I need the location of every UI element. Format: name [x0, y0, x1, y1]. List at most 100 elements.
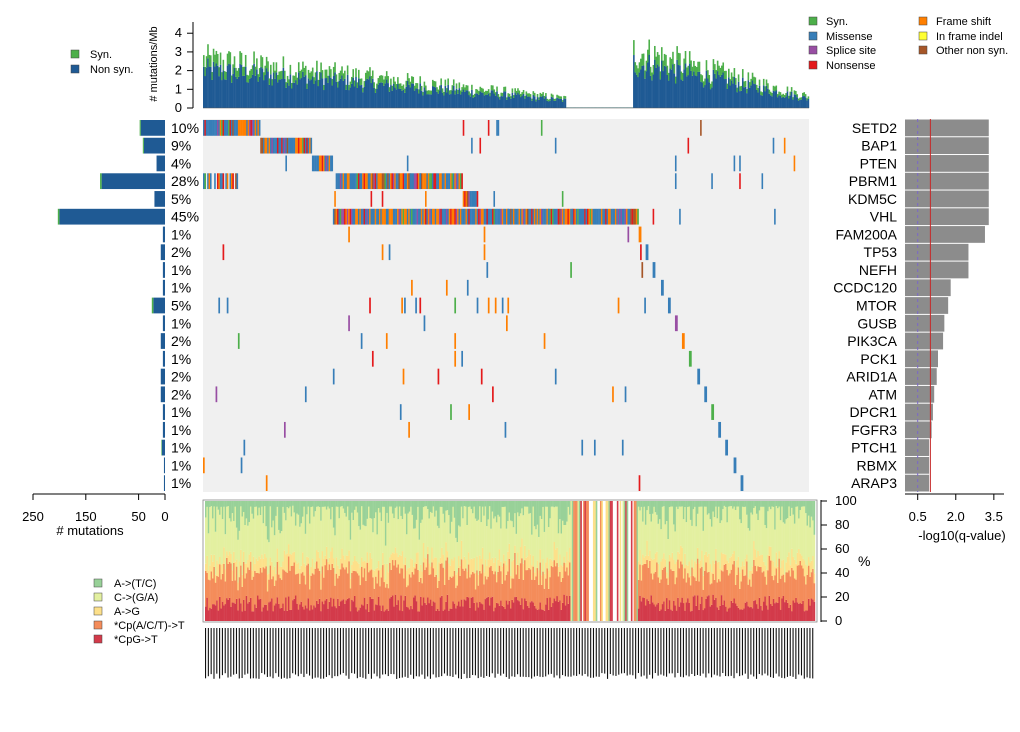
tmb-syn-bar: [433, 81, 435, 87]
spectrum-segment: [366, 562, 369, 604]
spectrum-segment: [549, 577, 551, 598]
spectrum-segment: [642, 554, 644, 566]
spectrum-segment: [372, 532, 374, 570]
spectrum-segment: [287, 544, 290, 557]
spectrum-segment: [359, 568, 362, 586]
tmb-syn-bar: [346, 65, 349, 75]
spectrum-segment: [563, 501, 566, 526]
spectrum-segment: [767, 501, 769, 512]
spectrum-bar: [576, 501, 578, 621]
tmb-syn-bar: [465, 85, 468, 91]
spectrum-bar: [583, 501, 585, 621]
sample-label-mark: [376, 628, 378, 677]
spectrum-segment: [569, 562, 571, 596]
spectrum-segment: [230, 563, 232, 607]
spectrum-segment: [560, 565, 563, 582]
spectrum-segment: [764, 576, 767, 597]
tmb-syn-bar: [635, 65, 638, 75]
tmb-syn-bar: [357, 69, 360, 79]
tmb-nonsyn-bar: [239, 63, 241, 108]
spectrum-segment: [519, 546, 522, 564]
spectrum-segment: [356, 512, 359, 563]
spectrum-segment: [271, 501, 273, 528]
spectrum-segment: [781, 560, 783, 576]
tmb-nonsyn-bar: [311, 76, 314, 108]
spectrum-segment: [486, 566, 488, 580]
spectrum-segment: [476, 520, 478, 557]
tmb-nonsyn-bar: [223, 79, 226, 108]
spectrum-segment: [323, 559, 325, 578]
spectrum-segment: [273, 605, 276, 621]
spectrum-segment: [505, 574, 508, 601]
spectrum-segment: [788, 501, 790, 507]
tmb-syn-bar: [332, 66, 335, 76]
mutation-cell: [282, 137, 285, 154]
spectrum-segment: [722, 553, 724, 572]
spectrum-segment: [224, 569, 227, 582]
mutation-cell: [497, 120, 500, 136]
spectrum-segment: [803, 560, 806, 577]
spectrum-segment: [283, 610, 286, 621]
tmb-syn-bar: [670, 58, 673, 70]
spectrum-segment: [732, 553, 734, 565]
tmb-syn-bar: [540, 93, 543, 97]
spectrum-segment: [500, 528, 502, 562]
tmb-nonsyn-bar: [346, 74, 349, 108]
mutation-cell: [515, 208, 518, 225]
spectrum-segment: [404, 595, 407, 621]
spectrum-segment: [432, 501, 435, 507]
spectrum-segment: [206, 506, 209, 556]
mutation-cell: [349, 208, 352, 225]
qvalue-bar-vhl: [905, 208, 989, 226]
mutation-cell: [434, 173, 437, 190]
spectrum-segment: [217, 501, 220, 510]
spectrum-segment: [708, 501, 710, 514]
tmb-nonsyn-bar: [325, 78, 328, 108]
mutation-cell: [616, 208, 618, 225]
spectrum-segment: [720, 552, 723, 571]
spectrum-segment: [758, 510, 761, 556]
spectrum-segment: [497, 501, 499, 515]
sample-label-mark: [680, 628, 682, 677]
spectrum-segment: [276, 597, 279, 621]
tmb-nonsyn-bar: [762, 85, 765, 108]
mutation-cell: [733, 155, 736, 172]
tmb-nonsyn-bar: [378, 82, 381, 108]
spectrum-segment: [532, 566, 535, 603]
tmb-syn-bar: [640, 58, 642, 70]
tmb-syn-bar: [355, 68, 357, 77]
mutation-cell: [268, 137, 271, 154]
spectrum-segment: [373, 588, 376, 611]
tmb-nonsyn-bar: [451, 90, 454, 108]
spectrum-segment: [727, 575, 730, 609]
mutation-cell: [296, 137, 299, 154]
sample-label-mark: [275, 628, 277, 674]
tmb-nonsyn-bar: [693, 71, 695, 108]
spectrum-segment: [668, 561, 671, 601]
tmb-syn-bar: [310, 71, 313, 80]
mutation-cell: [580, 208, 582, 225]
spectrum-segment: [352, 561, 355, 571]
tmb-syn-bar: [447, 78, 449, 85]
mutation-cell: [445, 279, 448, 296]
tmb-nonsyn-bar: [254, 75, 257, 108]
spectrum-segment: [543, 573, 546, 589]
spectrum-segment: [348, 501, 350, 521]
spectrum-segment: [524, 501, 526, 507]
spectrum-segment: [526, 556, 529, 571]
tmb-nonsyn-bar: [760, 95, 762, 108]
sample-label-mark: [497, 628, 499, 674]
spectrum-segment: [498, 565, 501, 606]
spectrum-segment: [725, 501, 727, 507]
spectrum-segment: [293, 501, 296, 513]
tmb-syn-bar: [307, 69, 310, 79]
sample-label-mark: [491, 628, 493, 674]
spectrum-segment: [786, 556, 789, 573]
mutation-cell: [640, 244, 642, 261]
tmb-syn-bar: [729, 79, 732, 86]
spectrum-legend-label-a-tc: A->(T/C): [114, 578, 156, 590]
spectrum-segment: [515, 564, 518, 575]
spectrum-segment: [488, 567, 491, 606]
mutation-cell: [563, 208, 565, 225]
mutation-cell: [281, 137, 283, 154]
